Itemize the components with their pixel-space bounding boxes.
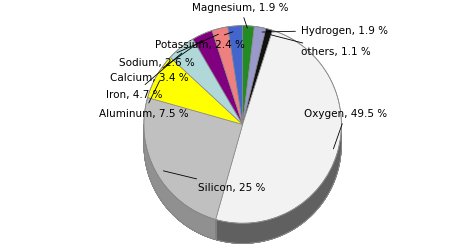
Polygon shape — [144, 125, 216, 240]
Wedge shape — [170, 40, 243, 125]
Text: Hydrogen, 1.9 %: Hydrogen, 1.9 % — [262, 26, 388, 36]
Text: Aluminum, 7.5 %: Aluminum, 7.5 % — [99, 82, 189, 119]
Text: others, 1.1 %: others, 1.1 % — [271, 36, 371, 57]
Text: Silicon, 25 %: Silicon, 25 % — [164, 171, 265, 193]
Polygon shape — [144, 125, 341, 243]
Wedge shape — [147, 58, 243, 125]
Wedge shape — [243, 26, 255, 125]
Wedge shape — [243, 29, 273, 125]
Text: Calcium, 3.4 %: Calcium, 3.4 % — [110, 41, 202, 83]
Wedge shape — [193, 31, 243, 125]
Text: Potassium, 2.4 %: Potassium, 2.4 % — [155, 33, 245, 49]
Wedge shape — [144, 98, 243, 219]
Text: Sodium, 2.6 %: Sodium, 2.6 % — [119, 35, 219, 67]
Text: Oxygen, 49.5 %: Oxygen, 49.5 % — [304, 109, 387, 149]
Polygon shape — [216, 125, 341, 243]
Text: Iron, 4.7 %: Iron, 4.7 % — [106, 54, 182, 100]
Polygon shape — [144, 125, 341, 243]
Wedge shape — [228, 26, 243, 125]
Polygon shape — [144, 125, 341, 243]
Polygon shape — [144, 125, 341, 243]
Wedge shape — [243, 27, 266, 125]
Wedge shape — [212, 28, 243, 125]
Polygon shape — [144, 125, 341, 243]
Polygon shape — [144, 125, 341, 243]
Polygon shape — [144, 125, 341, 243]
Polygon shape — [144, 125, 341, 243]
Wedge shape — [216, 31, 341, 223]
Text: Magnesium, 1.9 %: Magnesium, 1.9 % — [192, 3, 289, 29]
